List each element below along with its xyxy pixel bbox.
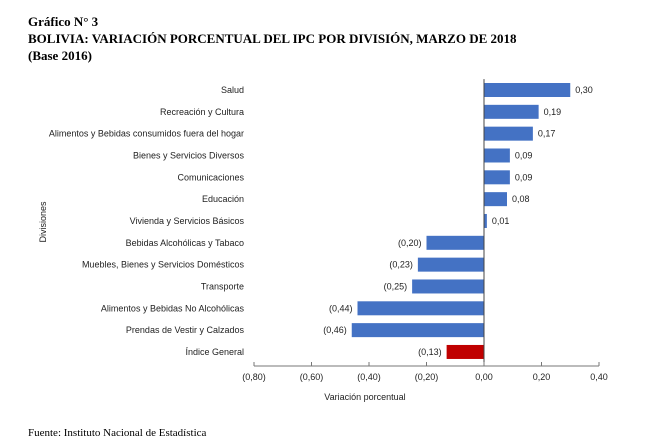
category-label: Alimentos y Bebidas consumidos fuera del…: [49, 129, 244, 139]
data-label: 0,30: [575, 85, 593, 95]
category-label: Prendas de Vestir y Calzados: [126, 325, 245, 335]
data-label: (0,25): [384, 281, 408, 291]
y-axis-label: Divisiones: [38, 201, 48, 243]
bar: [484, 213, 487, 228]
bar: [484, 192, 507, 207]
category-label: Bebidas Alcohólicas y Tabaco: [126, 238, 244, 248]
bar: [484, 83, 571, 97]
category-label: Transporte: [201, 281, 244, 291]
category-label: Muebles, Bienes y Servicios Domésticos: [82, 260, 245, 270]
category-label: Recreación y Cultura: [160, 107, 244, 117]
chart-subtitle: (Base 2016): [28, 48, 92, 63]
category-label: Educación: [202, 194, 244, 204]
bar: [426, 235, 484, 250]
bar: [351, 323, 484, 338]
x-tick-label: (0,80): [242, 372, 266, 382]
x-tick-label: (0,40): [357, 372, 381, 382]
bar: [484, 104, 539, 119]
chart-number: Gráfico N° 3: [28, 14, 99, 29]
category-label: Bienes y Servicios Diversos: [133, 150, 245, 160]
chart-title: BOLIVIA: VARIACIÓN PORCENTUAL DEL IPC PO…: [28, 31, 517, 46]
bar: [484, 170, 510, 185]
x-tick-label: 0,00: [475, 372, 493, 382]
data-label: 0,09: [515, 150, 533, 160]
source-note: Fuente: Instituto Nacional de Estadístic…: [28, 427, 207, 439]
x-tick-label: (0,60): [300, 372, 324, 382]
data-label: (0,44): [329, 303, 353, 313]
bar: [357, 301, 484, 316]
bar: [412, 279, 484, 294]
data-label: (0,20): [398, 238, 422, 248]
data-label: 0,01: [492, 216, 510, 226]
bar: [417, 257, 484, 272]
data-label: 0,08: [512, 194, 530, 204]
category-label: Salud: [221, 85, 244, 95]
bar: [446, 344, 484, 359]
x-tick-label: (0,20): [415, 372, 439, 382]
data-label: 0,19: [544, 107, 562, 117]
category-label: Índice General: [185, 347, 244, 357]
category-label: Alimentos y Bebidas No Alcohólicas: [101, 303, 245, 313]
data-label: (0,46): [323, 325, 347, 335]
x-tick-label: 0,20: [533, 372, 551, 382]
data-label: 0,17: [538, 129, 556, 139]
category-label: Comunicaciones: [177, 172, 244, 182]
data-label: 0,09: [515, 172, 533, 182]
data-label: (0,13): [418, 347, 442, 357]
bar: [484, 148, 510, 163]
x-axis-label: Variación porcentual: [324, 392, 405, 402]
x-tick-label: 0,40: [590, 372, 608, 382]
data-label: (0,23): [389, 260, 413, 270]
category-label: Vivienda y Servicios Básicos: [130, 216, 245, 226]
bar: [484, 126, 533, 141]
